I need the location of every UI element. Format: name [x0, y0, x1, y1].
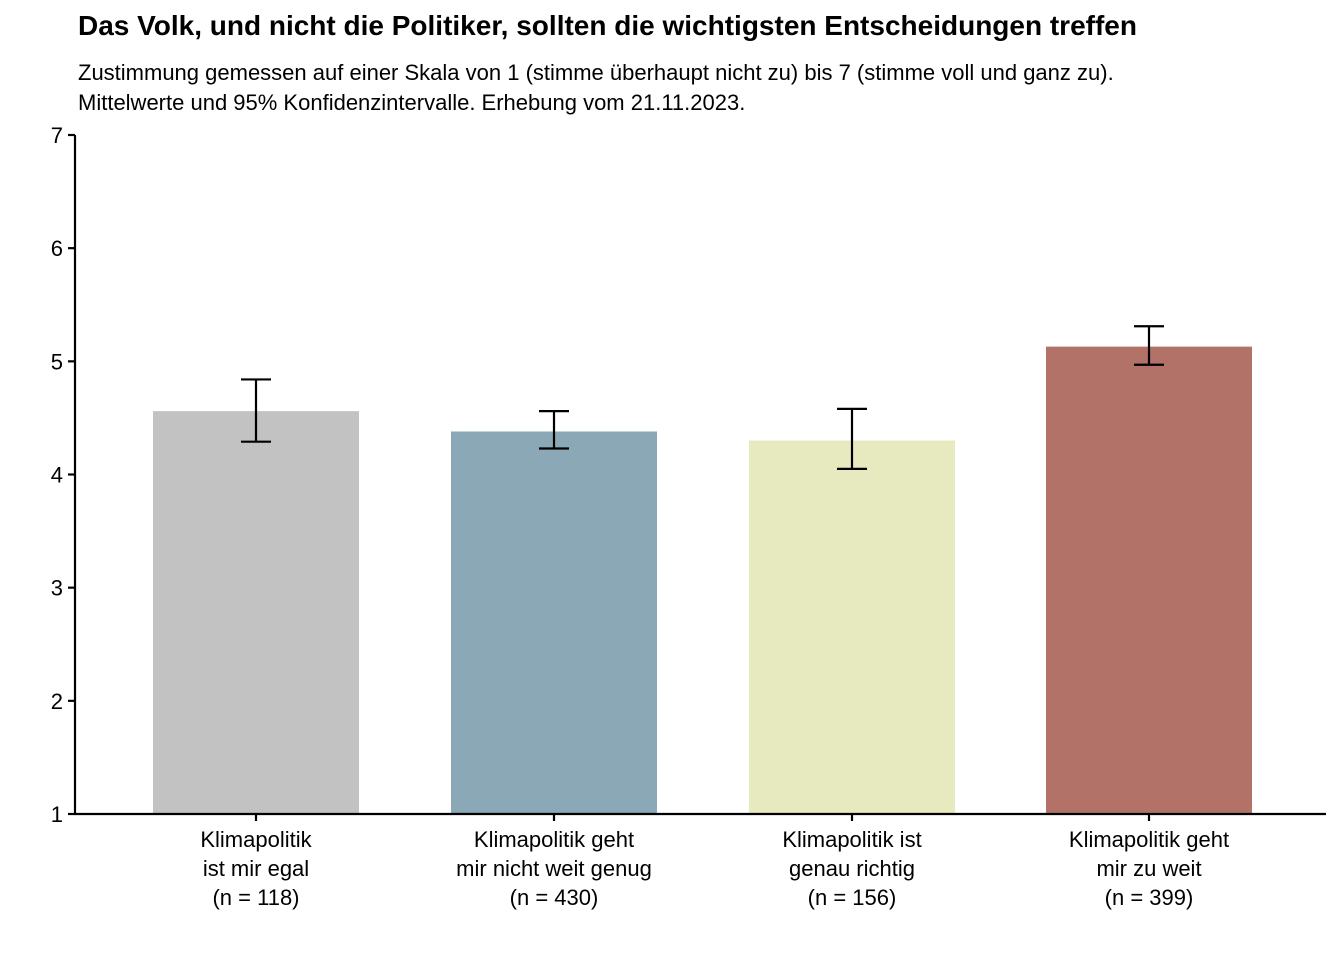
x-category-label-1-line-1: Klimapolitik: [200, 827, 312, 852]
x-category-label-1-line-3: (n = 118): [212, 885, 299, 910]
x-category-label-4-line-3: (n = 399): [1105, 885, 1194, 910]
x-category-label-2-line-2: mir nicht weit genug: [456, 856, 652, 881]
error-bar-2: [539, 410, 569, 450]
bar-3: [749, 440, 955, 814]
y-tick-label: 5: [51, 349, 63, 374]
x-category-label-1-line-2: ist mir egal: [203, 856, 309, 881]
labels-layer: 1 2 3 4 5 6 7 Klimapolitik ist mir egal (n = 118)…: [51, 123, 1229, 910]
y-tick-label: 1: [51, 802, 63, 827]
axes-layer: [68, 133, 1326, 821]
bar-4: [1046, 346, 1252, 814]
x-category-label-2-line-1: Klimapolitik geht: [474, 827, 634, 852]
x-category-label-3-line-3: (n = 156): [808, 885, 897, 910]
error-bar-3: [837, 407, 867, 470]
error-bars-layer: [241, 325, 1164, 470]
x-category-label-4-line-1: Klimapolitik geht: [1069, 827, 1229, 852]
y-tick-label: 3: [51, 576, 63, 601]
y-tick-label: 7: [51, 123, 63, 148]
x-category-label-3-line-1: Klimapolitik ist: [782, 827, 921, 852]
x-category-label-4-line-2: mir zu weit: [1096, 856, 1201, 881]
error-bar-1: [241, 378, 271, 443]
x-category-label-2-line-3: (n = 430): [510, 885, 599, 910]
x-category-label-3-line-2: genau richtig: [789, 856, 915, 881]
bars-layer: [153, 346, 1252, 814]
chart-subtitle-line-1: Zustimmung gemessen auf einer Skala von …: [78, 60, 1114, 85]
y-tick-label: 4: [51, 463, 63, 488]
bar-1: [153, 411, 359, 814]
chart-title: Das Volk, und nicht die Politiker, sollt…: [78, 10, 1137, 41]
chart-subtitle-line-2: Mittelwerte und 95% Konfidenzintervalle.…: [78, 90, 746, 115]
y-tick-label: 2: [51, 689, 63, 714]
y-tick-label: 6: [51, 236, 63, 261]
error-bar-4: [1134, 325, 1164, 366]
bar-2: [451, 431, 657, 814]
